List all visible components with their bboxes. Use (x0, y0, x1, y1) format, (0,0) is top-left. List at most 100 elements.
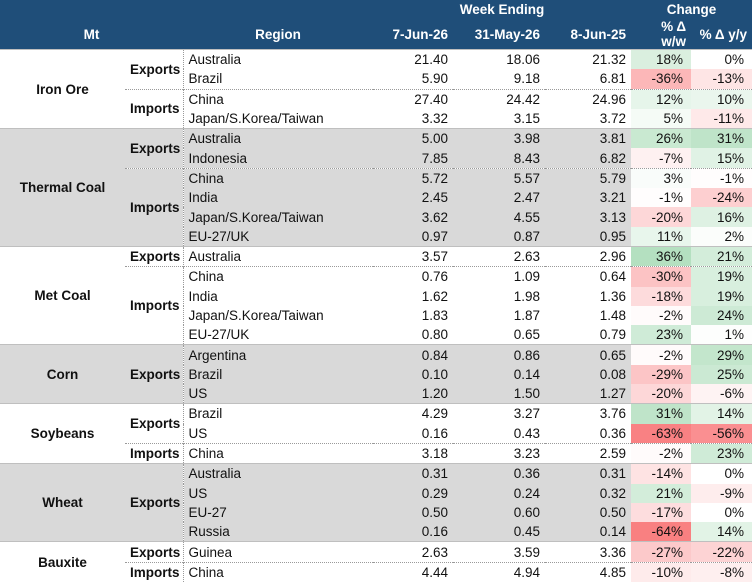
week1-value: 3.32 (373, 109, 453, 129)
week1-header: 7-Jun-26 (373, 19, 453, 50)
ww-change-value: -64% (631, 522, 691, 542)
yy-change-value: 0% (691, 50, 752, 70)
yy-change-value: 0% (691, 503, 752, 522)
week3-value: 0.36 (545, 424, 631, 444)
week2-value: 0.14 (453, 365, 545, 384)
yy-change-value: -8% (691, 562, 752, 582)
yy-change-value: 24% (691, 306, 752, 325)
week2-value: 1.98 (453, 287, 545, 306)
region-cell: Australia (183, 129, 373, 149)
yy-change-value: 19% (691, 287, 752, 306)
ww-change-value: -14% (631, 464, 691, 484)
week3-value: 0.31 (545, 464, 631, 484)
flow-type-label: Exports (125, 50, 183, 90)
ww-change-value: 36% (631, 246, 691, 266)
region-cell: Brazil (183, 69, 373, 89)
week1-value: 0.50 (373, 503, 453, 522)
week2-value: 3.27 (453, 404, 545, 424)
flow-type-label: Exports (125, 542, 183, 562)
yy-change-value: 15% (691, 148, 752, 168)
ww-change-value: -2% (631, 443, 691, 463)
flow-type-label: Imports (125, 89, 183, 129)
week3-value: 3.72 (545, 109, 631, 129)
week3-value: 0.08 (545, 365, 631, 384)
week1-value: 21.40 (373, 50, 453, 70)
week1-value: 1.62 (373, 287, 453, 306)
week2-value: 9.18 (453, 69, 545, 89)
week1-value: 0.80 (373, 325, 453, 345)
week-ending-header: Week Ending (373, 0, 631, 19)
week2-value: 0.24 (453, 484, 545, 503)
week1-value: 0.16 (373, 424, 453, 444)
week2-value: 0.36 (453, 464, 545, 484)
flow-type-label: Exports (125, 464, 183, 542)
region-cell: Japan/S.Korea/Taiwan (183, 207, 373, 226)
week2-value: 0.45 (453, 522, 545, 542)
week1-value: 0.16 (373, 522, 453, 542)
week3-value: 6.82 (545, 148, 631, 168)
ww-change-value: -27% (631, 542, 691, 562)
week2-header: 31-May-26 (453, 19, 545, 50)
region-cell: Australia (183, 50, 373, 70)
week1-value: 7.85 (373, 148, 453, 168)
ww-change-value: -17% (631, 503, 691, 522)
ww-change-value: -1% (631, 188, 691, 207)
change-header: Change (631, 0, 752, 19)
yy-change-value: -11% (691, 109, 752, 129)
week2-value: 24.42 (453, 89, 545, 109)
week1-value: 4.44 (373, 562, 453, 582)
yy-header: % Δ y/y (691, 19, 752, 50)
region-cell: Brazil (183, 404, 373, 424)
flow-type-label: Imports (125, 562, 183, 582)
flow-type-label: Imports (125, 267, 183, 345)
yy-change-value: 31% (691, 129, 752, 149)
region-cell: EU-27 (183, 503, 373, 522)
region-cell: Japan/S.Korea/Taiwan (183, 306, 373, 325)
region-cell: EU-27/UK (183, 325, 373, 345)
ww-change-value: -7% (631, 148, 691, 168)
region-cell: China (183, 89, 373, 109)
ww-change-value: -20% (631, 384, 691, 404)
ww-change-value: 12% (631, 89, 691, 109)
week1-value: 5.72 (373, 168, 453, 188)
week3-value: 1.48 (545, 306, 631, 325)
week2-value: 2.63 (453, 246, 545, 266)
week2-value: 0.87 (453, 227, 545, 247)
ww-change-value: 23% (631, 325, 691, 345)
week1-value: 5.00 (373, 129, 453, 149)
region-cell: Australia (183, 464, 373, 484)
week3-value: 2.59 (545, 443, 631, 463)
region-cell: US (183, 384, 373, 404)
week2-value: 1.87 (453, 306, 545, 325)
region-cell: Japan/S.Korea/Taiwan (183, 109, 373, 129)
commodity-label: Soybeans (0, 404, 125, 464)
ww-change-value: 3% (631, 168, 691, 188)
week1-value: 2.63 (373, 542, 453, 562)
ww-change-value: -10% (631, 562, 691, 582)
ww-change-value: 18% (631, 50, 691, 70)
ww-change-value: -2% (631, 306, 691, 325)
ww-change-value: -63% (631, 424, 691, 444)
flow-type-label: Exports (125, 246, 183, 266)
commodity-label: Iron Ore (0, 50, 125, 129)
flow-type-label: Imports (125, 443, 183, 463)
region-cell: Argentina (183, 345, 373, 365)
week2-value: 0.60 (453, 503, 545, 522)
yy-change-value: -9% (691, 484, 752, 503)
week3-value: 2.96 (545, 246, 631, 266)
region-cell: Indonesia (183, 148, 373, 168)
ww-change-value: -18% (631, 287, 691, 306)
week1-value: 27.40 (373, 89, 453, 109)
week1-value: 0.84 (373, 345, 453, 365)
week3-value: 24.96 (545, 89, 631, 109)
week1-value: 3.62 (373, 207, 453, 226)
week2-value: 0.86 (453, 345, 545, 365)
week3-value: 3.21 (545, 188, 631, 207)
table-header: Week Ending Change Mt Region 7-Jun-26 31… (0, 0, 752, 50)
